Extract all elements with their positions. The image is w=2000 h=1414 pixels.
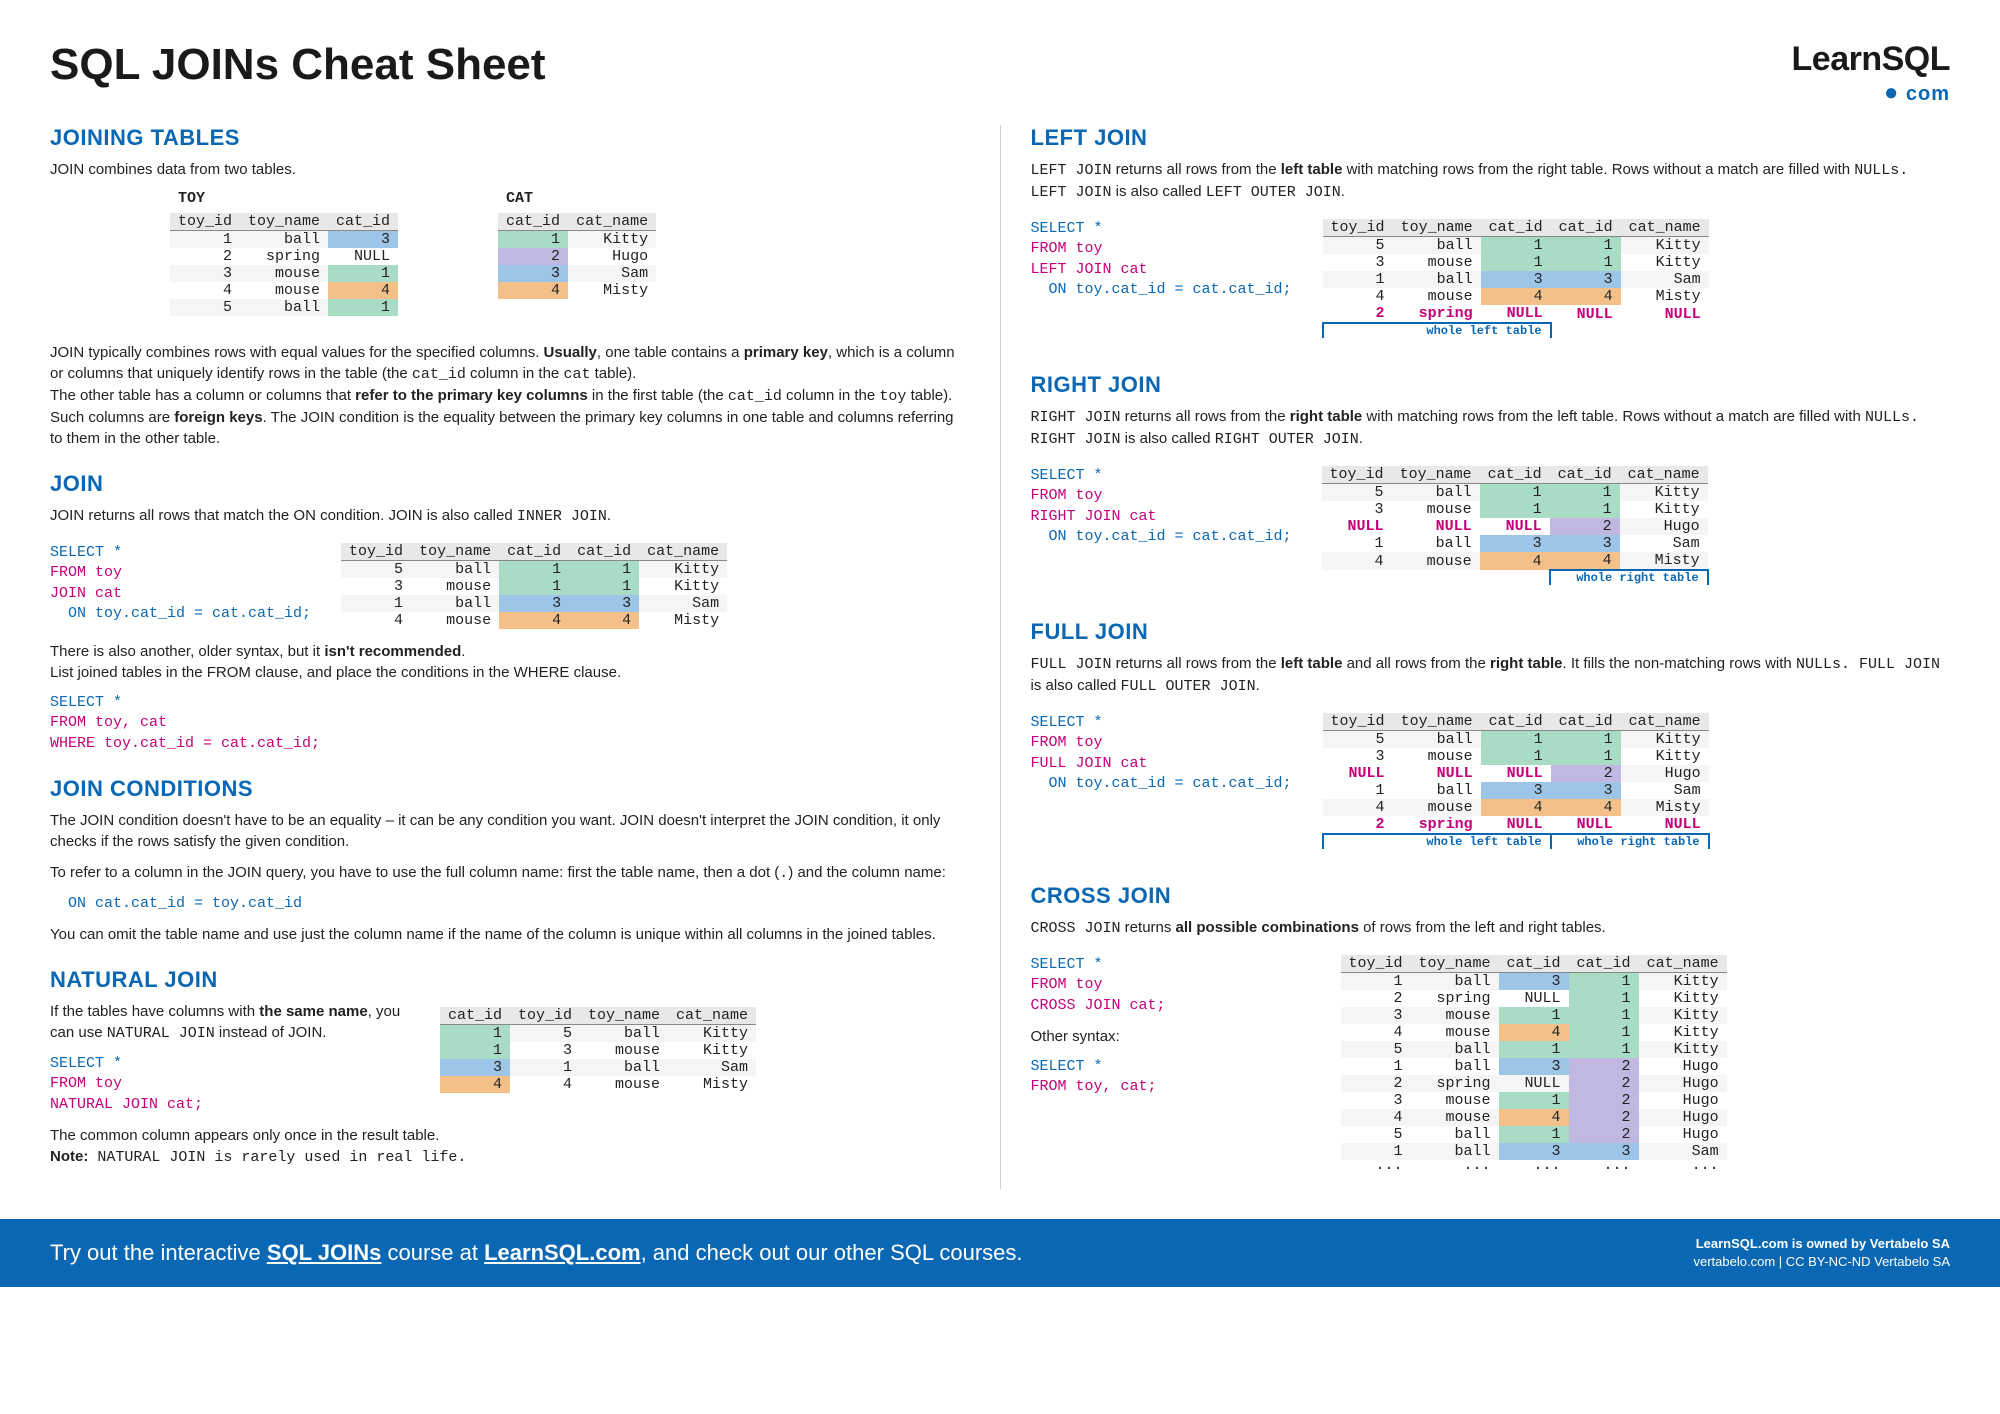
fulljoin-result: toy_idtoy_namecat_idcat_idcat_name5ball1… [1322,713,1710,849]
cond-sql: ON cat.cat_id = toy.cat_id [50,894,970,914]
cat-table: cat_idcat_name1Kitty2Hugo3Sam4Misty [498,213,656,299]
natural-after: The common column appears only once in t… [50,1125,970,1168]
join-after: There is also another, older syntax, but… [50,641,970,683]
crossjoin-other: Other syntax: [1031,1026,1311,1047]
logo: LearnSQL ● com [1792,40,1950,107]
natural-heading: NATURAL JOIN [50,967,970,993]
rightjoin-result: toy_idtoy_namecat_idcat_idcat_name5ball1… [1322,466,1709,585]
header: SQL JOINs Cheat Sheet LearnSQL ● com [50,40,1950,107]
join-sql-old: SELECT * FROM toy, cat WHERE toy.cat_id … [50,693,970,754]
joining-heading: JOINING TABLES [50,125,970,151]
page-title: SQL JOINs Cheat Sheet [50,40,546,90]
crossjoin-result: toy_idtoy_namecat_idcat_idcat_name1ball3… [1341,955,1727,1177]
leftjoin-pair: SELECT * FROM toy LEFT JOIN cat ON toy.c… [1031,213,1951,350]
crossjoin-sql: SELECT * FROM toy CROSS JOIN cat; [1031,955,1311,1016]
rightjoin-intro: RIGHT JOIN returns all rows from the rig… [1031,406,1951,450]
cond-p2: To refer to a column in the JOIN query, … [50,862,970,884]
fulljoin-heading: FULL JOIN [1031,619,1951,645]
join-sql: SELECT * FROM toy JOIN cat ON toy.cat_id… [50,543,311,624]
joining-para1: JOIN typically combines rows with equal … [50,342,970,449]
leftjoin-heading: LEFT JOIN [1031,125,1951,151]
crossjoin-pair: SELECT * FROM toy CROSS JOIN cat; Other … [1031,949,1951,1189]
toy-table-block: TOY toy_idtoy_namecat_id1ball32springNUL… [170,190,398,328]
footer-right: LearnSQL.com is owned by Vertabelo SA ve… [1694,1235,1951,1271]
cond-p3: You can omit the table name and use just… [50,924,970,945]
toy-table: toy_idtoy_namecat_id1ball32springNULL3mo… [170,213,398,316]
crossjoin-intro: CROSS JOIN returns all possible combinat… [1031,917,1951,939]
footer-left: Try out the interactive SQL JOINs course… [50,1240,1023,1266]
cat-label: CAT [498,190,656,207]
join-pair: SELECT * FROM toy JOIN cat ON toy.cat_id… [50,537,970,641]
crossjoin-sql2: SELECT * FROM toy, cat; [1031,1057,1311,1098]
join-result: toy_idtoy_namecat_idcat_idcat_name5ball1… [341,543,727,629]
fulljoin-sql: SELECT * FROM toy FULL JOIN cat ON toy.c… [1031,713,1292,794]
rightjoin-sql: SELECT * FROM toy RIGHT JOIN cat ON toy.… [1031,466,1292,547]
natural-sql: SELECT * FROM toy NATURAL JOIN cat; [50,1054,410,1115]
footer: Try out the interactive SQL JOINs course… [0,1219,2000,1287]
natural-pair: If the tables have columns with the same… [50,1001,970,1125]
source-tables: TOY toy_idtoy_namecat_id1ball32springNUL… [170,190,970,328]
footer-link-joins[interactable]: SQL JOINs [267,1240,382,1265]
cat-table-block: CAT cat_idcat_name1Kitty2Hugo3Sam4Misty [498,190,656,328]
leftjoin-result: toy_idtoy_namecat_idcat_idcat_name5ball1… [1322,219,1709,338]
page: SQL JOINs Cheat Sheet LearnSQL ● com JOI… [0,0,2000,1189]
join-intro: JOIN returns all rows that match the ON … [50,505,970,527]
footer-link-learnsql[interactable]: LearnSQL.com [484,1240,640,1265]
logo-sub: ● com [1792,79,1950,107]
rightjoin-pair: SELECT * FROM toy RIGHT JOIN cat ON toy.… [1031,460,1951,597]
cond-heading: JOIN CONDITIONS [50,776,970,802]
leftjoin-sql: SELECT * FROM toy LEFT JOIN cat ON toy.c… [1031,219,1292,300]
logo-main: LearnSQL [1792,40,1950,79]
joining-intro: JOIN combines data from two tables. [50,159,970,180]
right-column: LEFT JOIN LEFT JOIN returns all rows fro… [1001,125,1951,1189]
fulljoin-pair: SELECT * FROM toy FULL JOIN cat ON toy.c… [1031,707,1951,861]
left-column: JOINING TABLES JOIN combines data from t… [50,125,1001,1189]
natural-result: cat_idtoy_idtoy_namecat_name15ballKitty1… [440,1007,756,1093]
fulljoin-intro: FULL JOIN returns all rows from the left… [1031,653,1951,697]
toy-label: TOY [170,190,398,207]
leftjoin-intro: LEFT JOIN returns all rows from the left… [1031,159,1951,203]
two-columns: JOINING TABLES JOIN combines data from t… [50,125,1950,1189]
cond-p1: The JOIN condition doesn't have to be an… [50,810,970,852]
natural-intro: If the tables have columns with the same… [50,1001,410,1044]
crossjoin-heading: CROSS JOIN [1031,883,1951,909]
rightjoin-heading: RIGHT JOIN [1031,372,1951,398]
join-heading: JOIN [50,471,970,497]
logo-dot: ● [1884,79,1900,106]
